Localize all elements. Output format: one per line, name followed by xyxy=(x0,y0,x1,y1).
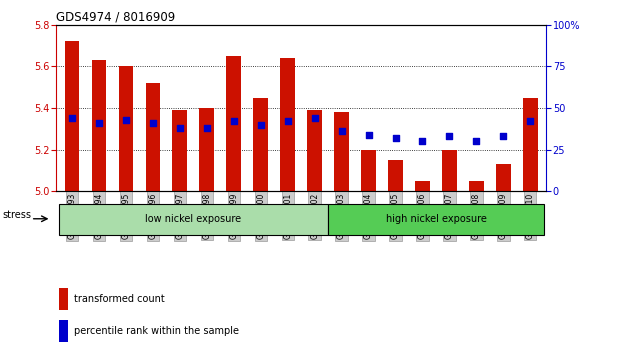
Point xyxy=(175,125,185,131)
Point xyxy=(148,120,158,126)
Bar xyxy=(307,110,322,191)
Point xyxy=(499,133,509,139)
Bar xyxy=(469,181,484,191)
Point xyxy=(94,120,104,126)
Point xyxy=(310,115,320,121)
Point xyxy=(364,132,374,137)
Bar xyxy=(496,164,510,191)
Point xyxy=(121,117,131,122)
Point xyxy=(417,138,427,144)
Bar xyxy=(361,149,376,191)
Point xyxy=(391,135,401,141)
Bar xyxy=(328,204,544,235)
Bar xyxy=(145,83,160,191)
Bar xyxy=(119,66,134,191)
Bar xyxy=(253,98,268,191)
Point xyxy=(525,119,535,124)
Bar xyxy=(58,204,328,235)
Bar xyxy=(173,110,188,191)
Point xyxy=(337,129,347,134)
Bar xyxy=(59,320,68,342)
Bar xyxy=(415,181,430,191)
Bar xyxy=(92,60,106,191)
Bar xyxy=(199,108,214,191)
Point xyxy=(67,115,77,121)
Bar xyxy=(442,149,457,191)
Text: low nickel exposure: low nickel exposure xyxy=(145,214,242,224)
Point xyxy=(229,119,238,124)
Bar xyxy=(523,98,538,191)
Text: GDS4974 / 8016909: GDS4974 / 8016909 xyxy=(56,11,175,24)
Point xyxy=(445,133,455,139)
Point xyxy=(283,119,292,124)
Bar xyxy=(280,58,295,191)
Bar xyxy=(334,112,349,191)
Point xyxy=(202,125,212,131)
Bar xyxy=(388,160,403,191)
Text: high nickel exposure: high nickel exposure xyxy=(386,214,486,224)
Text: stress: stress xyxy=(3,210,32,220)
Bar xyxy=(65,41,79,191)
Point xyxy=(256,122,266,127)
Bar xyxy=(227,56,241,191)
Text: percentile rank within the sample: percentile rank within the sample xyxy=(73,326,238,336)
Point xyxy=(471,138,481,144)
Text: transformed count: transformed count xyxy=(73,294,165,304)
Bar xyxy=(59,288,68,310)
